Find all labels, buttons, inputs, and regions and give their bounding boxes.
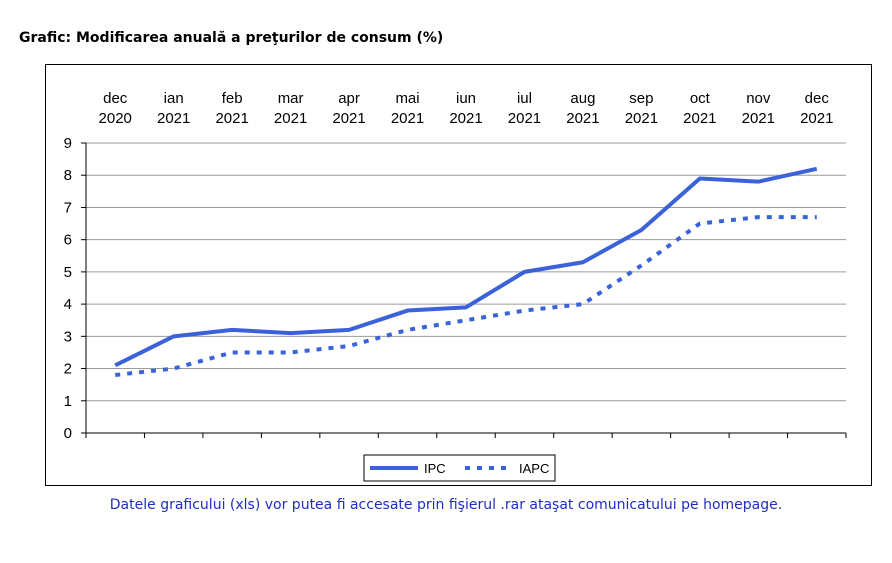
- series-line-ipc: [114, 166, 818, 368]
- series-line-iapc: [115, 215, 817, 377]
- x-tick-labels: dec 2020 ian 2021 feb 2021 mar 2021 apr 2021 mai 20…: [99, 90, 834, 127]
- x-tick-label-year: 2021: [625, 110, 658, 127]
- axes: [81, 142, 847, 438]
- x-tick-label-month: ian: [164, 90, 184, 107]
- legend-label-ipc: IPC: [424, 461, 446, 476]
- x-tick-label-month: apr: [338, 90, 360, 107]
- y-tick-label: 8: [64, 167, 72, 184]
- legend-label-iapc: IAPC: [519, 461, 549, 476]
- x-tick-label-year: 2021: [332, 110, 365, 127]
- x-tick-label-month: iun: [456, 90, 476, 107]
- x-tick-label-month: dec: [805, 90, 830, 107]
- y-tick-label: 2: [64, 361, 72, 378]
- series-lines: [114, 166, 818, 377]
- x-tick-label-year: 2020: [99, 110, 132, 127]
- y-tick-label: 9: [64, 135, 72, 152]
- y-tick-label: 7: [64, 199, 72, 216]
- footer-note: Datele graficului (xls) vor putea fi acc…: [109, 497, 783, 513]
- x-tick-label-month: oct: [690, 90, 711, 107]
- x-tick-label-month: nov: [746, 90, 771, 107]
- x-tick-label-year: 2021: [742, 110, 775, 127]
- x-tick-label-year: 2021: [274, 110, 307, 127]
- x-tick-label-year: 2021: [391, 110, 424, 127]
- y-tick-label: 5: [64, 264, 72, 281]
- chart-area: 0 1 2 3 4 5 6 7 8 9 dec 2020 ian 2021 feb 2021 mar 2021 a…: [45, 64, 872, 486]
- y-tick-label: 1: [64, 393, 72, 410]
- x-tick-label-year: 2021: [157, 110, 190, 127]
- x-tick-label-year: 2021: [683, 110, 716, 127]
- line-chart: 0 1 2 3 4 5 6 7 8 9 dec 2020 ian 2021 feb 2021 mar 2021 a…: [64, 90, 847, 482]
- x-tick-label-month: dec: [103, 90, 128, 107]
- y-tick-label: 6: [64, 232, 72, 249]
- legend: IPC IAPC: [363, 454, 556, 482]
- x-tick-label-month: mai: [395, 90, 419, 107]
- x-tick-label-year: 2021: [800, 110, 833, 127]
- grid-lines: [86, 142, 846, 402]
- x-tick-label-month: iul: [517, 90, 532, 107]
- x-tick-label-year: 2021: [508, 110, 541, 127]
- x-tick-label-month: mar: [278, 90, 304, 107]
- x-tick-label-year: 2021: [215, 110, 248, 127]
- x-tick-label-year: 2021: [566, 110, 599, 127]
- y-tick-labels: 0 1 2 3 4 5 6 7 8 9: [64, 135, 72, 442]
- x-tick-label-month: aug: [570, 90, 595, 107]
- x-tick-label-month: feb: [222, 90, 243, 107]
- x-tick-label-month: sep: [629, 90, 653, 107]
- chart-title: Grafic: Modificarea anuală a preţurilor …: [19, 30, 444, 46]
- y-tick-label: 4: [64, 296, 72, 313]
- y-tick-label: 3: [64, 328, 72, 345]
- y-tick-label: 0: [64, 425, 72, 442]
- x-tick-label-year: 2021: [449, 110, 482, 127]
